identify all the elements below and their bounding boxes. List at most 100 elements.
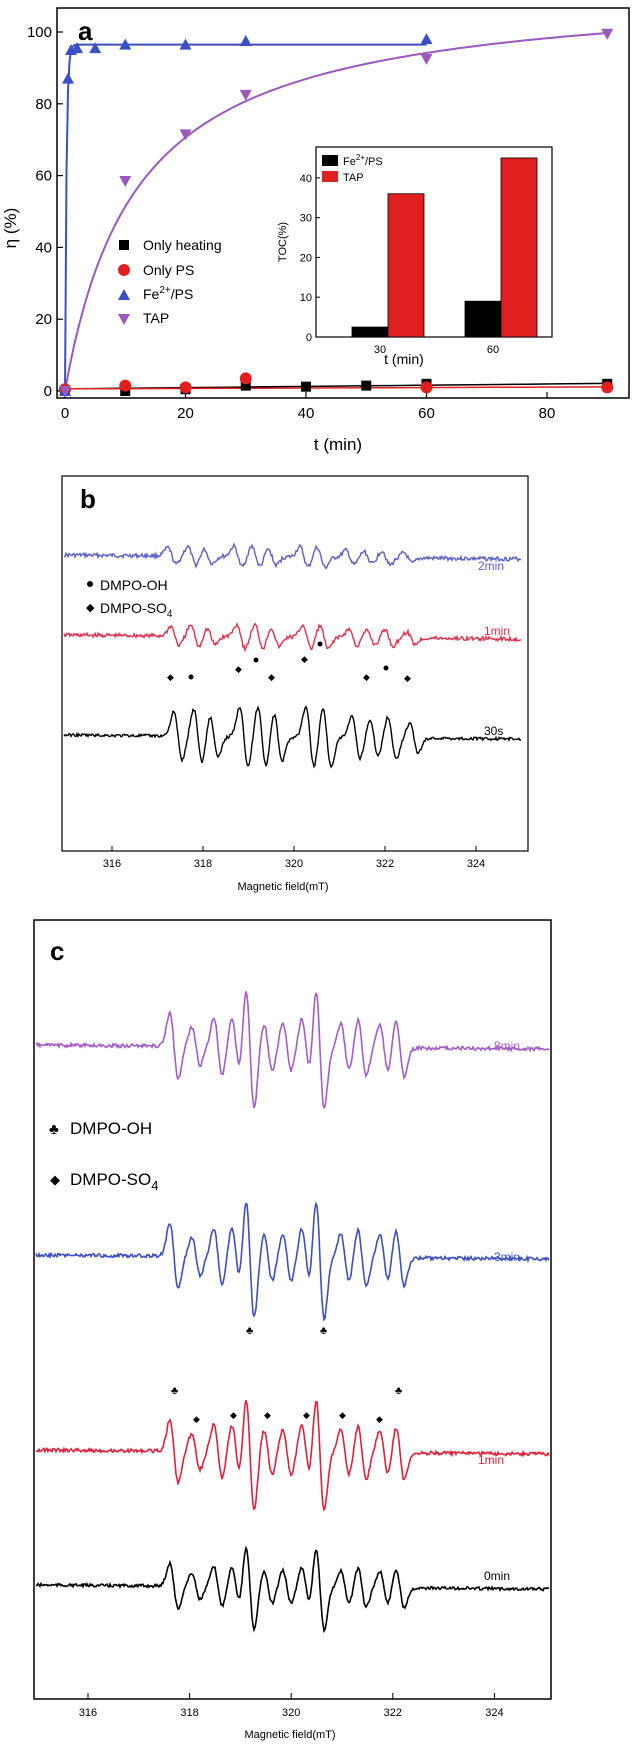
legend-marker-dmpo-oh [87, 581, 93, 587]
dmpo-oh-peak-mark [317, 641, 323, 647]
y-tick-label: 100 [27, 24, 52, 41]
trace-label-3min: 3min [494, 1250, 520, 1264]
esr-trace-b-1min [63, 622, 522, 653]
dmpo-so4-peak-mark: ◆ [268, 672, 275, 682]
inset-y-tick-label: 10 [300, 292, 312, 304]
c-x-tick-label: 318 [180, 1707, 198, 1719]
y-tick-label: 0 [44, 383, 52, 400]
marker-tap [119, 175, 132, 187]
inset-x-ticks: 30 60 [374, 344, 499, 356]
dmpo-so4-peak-mark: ◆ [301, 654, 308, 664]
inset-bar-tap-60 [500, 157, 538, 338]
trace-label-8min: 8min [494, 1039, 520, 1053]
inset-y-tick-label: 30 [300, 213, 312, 225]
c-x-tick-label: 320 [282, 1707, 300, 1719]
legend-marker-ps [118, 264, 130, 276]
marker-only-ps [601, 381, 614, 394]
legend-marker-tap [118, 314, 130, 325]
panel-a-y-ticks: 0 20 40 60 80 100 [27, 24, 63, 400]
panel-b-frame [61, 475, 529, 852]
marker-fe2-ps [62, 72, 75, 84]
x-tick-label: 60 [418, 405, 435, 422]
legend-label-dmpo-so4-c: DMPO-SO4 [70, 1170, 158, 1193]
panel-a-x-ticks: 0 20 40 60 80 [61, 392, 555, 422]
legend-marker-dmpo-so4: ◆ [86, 602, 95, 614]
fit-curve-tap [64, 32, 608, 392]
legend-label-ps: Only PS [143, 262, 194, 278]
x-tick-label: 40 [298, 405, 315, 422]
esr-trace-b-30s [63, 705, 522, 769]
panel-b-label: b [80, 484, 96, 514]
marker-only-ps [179, 381, 192, 394]
panel-a-x-label: t (min) [314, 435, 362, 454]
trace-label-1min-c: 1min [478, 1453, 504, 1467]
panel-a-inset: 0 10 20 30 40 30 60 t (min) TOC(%) Fe2+/PS TA… [277, 146, 553, 367]
marker-only-heating [361, 380, 372, 391]
inset-legend-label-fe: Fe2+/PS [343, 153, 383, 168]
legend-label-fe: Fe2+/PS [143, 285, 193, 302]
legend-label-dmpo-oh: DMPO-OH [100, 577, 168, 593]
marker-fe2-ps [239, 34, 252, 46]
panel-c: c 316 318 320 322 324 Magnetic field(mT) 8mi… [33, 919, 552, 1741]
panel-a-frame [56, 7, 630, 399]
marker-tap [601, 28, 614, 40]
dmpo-oh-peak-mark-c: ♣ [171, 1385, 178, 1397]
marker-fe2-ps [71, 42, 84, 54]
esr-trace-b-2min [63, 542, 521, 570]
dmpo-oh-peak-mark [383, 665, 389, 671]
esr-trace-c-3min [35, 1200, 550, 1322]
dmpo-so4-peak-mark-c: ◆ [339, 1410, 346, 1420]
c-x-tick-label: 316 [79, 1707, 97, 1719]
dmpo-so4-peak-mark-c: ◆ [376, 1414, 383, 1424]
legend-marker-heating [119, 240, 129, 250]
legend-marker-fe [118, 289, 130, 300]
panel-c-frame [33, 919, 552, 1700]
trace-label-0min: 0min [484, 1569, 510, 1583]
marker-fe2-ps [420, 33, 433, 45]
c-x-tick-label: 324 [485, 1707, 503, 1719]
y-tick-label: 40 [35, 239, 52, 256]
dmpo-so4-peak-mark-c: ◆ [193, 1414, 200, 1424]
marker-tap [420, 53, 433, 65]
panel-c-traces [35, 991, 550, 1634]
esr-trace-c-1min [35, 1400, 550, 1512]
esr-trace-c-0min [35, 1545, 550, 1634]
legend-label-dmpo-so4: DMPO-SO4 [100, 600, 173, 620]
dmpo-so4-peak-mark-c: ◆ [303, 1410, 310, 1420]
dmpo-so4-peak-mark: ◆ [363, 672, 370, 682]
panel-b-x-ticks: 316 318 320 322 324 [103, 846, 485, 870]
marker-fe2-ps [179, 38, 192, 50]
legend-label-tap: TAP [143, 310, 169, 326]
x-tick-label: 20 [177, 405, 194, 422]
dmpo-oh-peak-mark [253, 657, 259, 663]
inset-y-label: TOC(%) [277, 222, 289, 262]
dmpo-so4-peak-mark-c: ◆ [264, 1410, 271, 1420]
panel-c-x-label: Magnetic field(mT) [244, 1729, 335, 1741]
inset-legend-marker-tap [322, 171, 338, 182]
panel-b-traces [63, 542, 522, 769]
x-tick-label: 0 [61, 405, 69, 422]
marker-fe2-ps [89, 42, 102, 54]
dmpo-so4-peak-mark: ◆ [235, 664, 242, 674]
dmpo-oh-peak-mark-c: ♣ [320, 1325, 327, 1337]
y-tick-label: 20 [35, 311, 52, 328]
panel-a-markers [59, 28, 614, 397]
trace-label-1min: 1min [484, 624, 510, 638]
panel-a-legend: Only heating Only PS Fe2+/PS TAP [118, 237, 222, 326]
legend-label-heating: Only heating [143, 237, 222, 253]
panel-a-y-label: η (%) [1, 208, 20, 249]
trace-label-30s: 30s [484, 724, 503, 738]
inset-bar-tap-30 [387, 193, 425, 338]
b-x-tick-label: 324 [467, 858, 485, 870]
c-x-tick-label: 322 [384, 1707, 402, 1719]
marker-only-heating [240, 380, 251, 391]
dmpo-so4-peak-mark: ◆ [167, 672, 174, 682]
y-tick-label: 60 [35, 168, 52, 185]
panel-c-peak-marks: ♣ ◆ ◆ ♣ ◆ ◆ ♣ ◆ ◆ ♣ [171, 1325, 402, 1424]
b-x-tick-label: 322 [376, 858, 394, 870]
dmpo-oh-peak-mark-c: ♣ [395, 1385, 402, 1397]
dmpo-so4-peak-mark-c: ◆ [230, 1410, 237, 1420]
b-x-tick-label: 316 [103, 858, 121, 870]
inset-y-tick-label: 0 [306, 332, 312, 344]
